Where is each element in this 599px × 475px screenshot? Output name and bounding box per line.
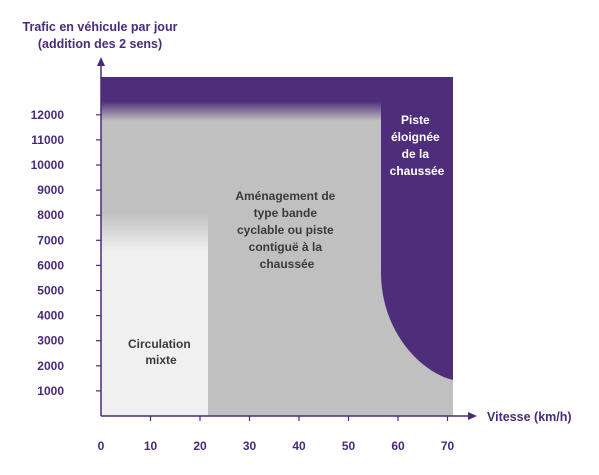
label-piste-eloignee: Piste éloignée de la chaussée [390, 113, 445, 178]
y-axis-title-line2: (addition des 2 sens) [38, 37, 162, 51]
y-tick-label: 7000 [37, 233, 64, 247]
region-circulation-mixte [101, 250, 208, 416]
x-tick-label: 40 [292, 439, 306, 453]
y-tick-label: 6000 [37, 258, 64, 272]
x-tick-label: 10 [144, 439, 158, 453]
y-tick-label: 9000 [37, 183, 64, 197]
x-tick-label: 0 [98, 439, 105, 453]
y-tick-label: 3000 [37, 334, 64, 348]
x-tick-label: 30 [243, 439, 257, 453]
y-tick-label: 4000 [37, 309, 64, 323]
region-mixte-transition [101, 212, 208, 252]
y-tick-label: 12000 [31, 108, 65, 122]
y-tick-label: 10000 [31, 158, 65, 172]
label-circulation-mixte: Circulation mixte [128, 337, 194, 367]
region-top-purple-band [101, 77, 381, 121]
y-axis-arrow [97, 57, 105, 66]
x-tick-label: 60 [391, 439, 405, 453]
y-axis-title-line1: Trafic en véhicule par jour [23, 20, 178, 34]
x-tick-label: 20 [193, 439, 207, 453]
x-tick-label: 70 [441, 439, 455, 453]
x-tick-label: 50 [342, 439, 356, 453]
x-axis-title: Vitesse (km/h) [487, 410, 572, 424]
y-tick-label: 1000 [37, 384, 64, 398]
label-amenagement: Aménagement de type bande cyclable ou pi… [235, 189, 338, 271]
y-tick-label: 8000 [37, 208, 64, 222]
y-tick-label: 2000 [37, 359, 64, 373]
y-tick-label: 5000 [37, 284, 64, 298]
x-axis-arrow [468, 412, 477, 420]
region-piste-eloignee [380, 77, 453, 380]
y-tick-label: 11000 [31, 133, 64, 147]
